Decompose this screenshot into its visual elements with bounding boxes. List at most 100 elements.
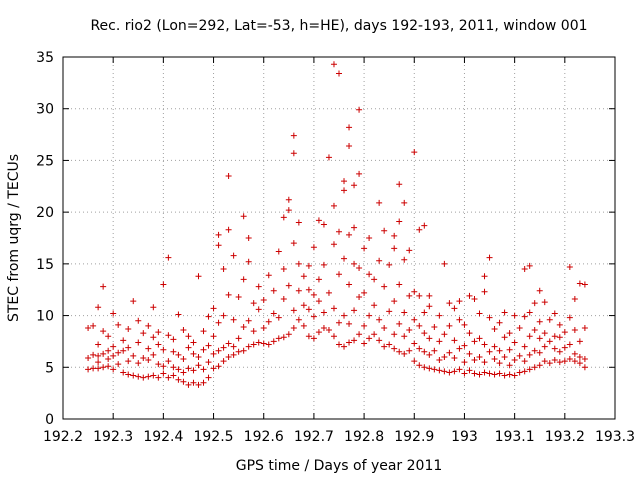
data-point [135, 373, 142, 380]
data-point [376, 199, 383, 206]
data-point [441, 353, 448, 360]
data-point [210, 350, 217, 357]
data-point [175, 366, 182, 373]
data-point [516, 352, 523, 359]
data-point [351, 307, 358, 314]
data-point [165, 332, 172, 339]
data-point [336, 70, 342, 77]
data-point [401, 256, 408, 263]
data-point [441, 260, 448, 267]
data-point [310, 291, 317, 298]
x-tick-label: 193.1 [495, 429, 535, 445]
grid [63, 57, 615, 419]
data-point [546, 338, 553, 345]
data-point [541, 299, 548, 306]
data-point [446, 322, 453, 329]
data-point [421, 309, 428, 316]
data-point [441, 368, 448, 375]
data-point [290, 240, 297, 247]
data-point [556, 321, 563, 328]
data-point [556, 359, 563, 366]
data-point [571, 350, 578, 357]
data-point [100, 283, 107, 290]
data-point [466, 350, 473, 357]
x-tick-label: 192.7 [294, 429, 334, 445]
data-point [436, 312, 443, 319]
data-point [341, 178, 348, 185]
data-point [491, 356, 498, 363]
data-point [526, 333, 533, 340]
data-point [225, 291, 232, 298]
data-point [341, 187, 348, 194]
data-point [416, 345, 423, 352]
data-point [576, 338, 583, 345]
data-point [401, 309, 408, 316]
data-point [341, 255, 348, 262]
data-point [170, 364, 177, 371]
data-point [361, 289, 368, 296]
data-point [521, 358, 528, 365]
data-point [235, 293, 242, 300]
data-point [351, 337, 358, 344]
data-point [315, 329, 322, 336]
data-point [486, 254, 493, 261]
x-tick-label: 192.3 [93, 429, 133, 445]
data-point [155, 341, 162, 348]
data-point [486, 314, 493, 321]
data-point [576, 353, 583, 360]
data-point [346, 142, 353, 149]
data-point [330, 202, 337, 209]
data-point [496, 319, 503, 326]
data-point [351, 260, 358, 267]
data-point [175, 376, 182, 383]
data-point [215, 363, 222, 370]
data-point [120, 337, 127, 344]
y-axis-label: STEC from uqrg / TECUs [6, 154, 22, 322]
data-point [496, 360, 503, 367]
data-point [285, 207, 292, 214]
data-point [436, 367, 443, 374]
data-point [260, 324, 267, 331]
data-point [421, 364, 428, 371]
data-point [521, 343, 528, 350]
data-point [546, 360, 553, 367]
data-point [541, 343, 548, 350]
data-point [526, 351, 533, 358]
x-tick-label: 192.9 [394, 429, 434, 445]
data-point [260, 297, 267, 304]
data-point [471, 370, 478, 377]
data-point [215, 347, 222, 354]
data-point [180, 356, 187, 363]
data-point [160, 281, 167, 288]
data-point [336, 271, 342, 278]
data-point [381, 283, 388, 290]
data-point [175, 351, 182, 358]
data-point [391, 232, 398, 239]
data-point [290, 150, 297, 157]
data-point [230, 252, 237, 259]
data-point [125, 344, 132, 351]
data-point [165, 358, 172, 365]
data-point [225, 226, 232, 233]
data-point [411, 288, 418, 295]
data-point [220, 312, 227, 319]
data-point [541, 358, 548, 365]
data-point [190, 367, 197, 374]
data-point [170, 336, 177, 343]
data-point [351, 224, 358, 231]
data-point [386, 308, 393, 315]
data-point [511, 339, 518, 346]
data-point [406, 292, 413, 299]
data-point [361, 245, 368, 252]
data-point [185, 344, 192, 351]
data-point [200, 346, 207, 353]
data-point [90, 365, 97, 372]
x-tick-label: 192.2 [43, 429, 83, 445]
y-tick-labels: 0 5 10 15 20 25 30 35 [36, 50, 54, 428]
data-point [401, 333, 408, 340]
data-point [481, 359, 488, 366]
data-point [536, 349, 543, 356]
data-point [220, 358, 227, 365]
data-point [95, 352, 102, 359]
data-point [426, 365, 433, 372]
